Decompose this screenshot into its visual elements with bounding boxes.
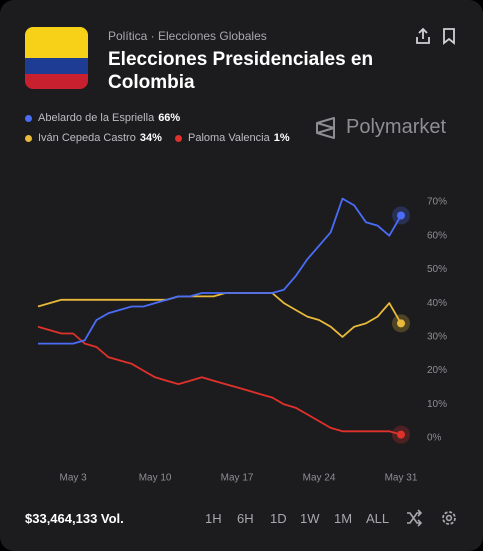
flag — [25, 27, 88, 89]
share-icon[interactable] — [414, 27, 432, 45]
range-button[interactable]: 1M — [334, 511, 353, 526]
y-tick-label: 40% — [427, 298, 447, 309]
brand-icon — [316, 116, 335, 139]
x-tick-label: May 24 — [303, 473, 336, 484]
volume: $33,464,133 Vol. — [25, 511, 124, 526]
end-point — [397, 319, 405, 328]
legend-name: Abelardo de la Espriella — [38, 112, 155, 124]
end-point — [397, 430, 405, 439]
shuffle-icon[interactable] — [405, 509, 423, 527]
range-button[interactable]: ALL — [366, 511, 390, 526]
legend-value: 34% — [139, 132, 162, 144]
brand-name: Polymarket — [346, 116, 447, 138]
y-tick-label: 70% — [427, 197, 447, 208]
brand-logo: Polymarket — [314, 116, 446, 139]
breadcrumb[interactable]: Política · Elecciones Globales — [108, 29, 267, 43]
series-line — [37, 292, 402, 338]
series-line — [38, 197, 402, 345]
x-tick-label: May 10 — [139, 473, 172, 484]
legend-value: 1% — [273, 132, 290, 144]
y-tick-label: 50% — [427, 264, 447, 275]
settings-icon[interactable] — [440, 509, 458, 527]
range-button[interactable]: 1D — [270, 511, 287, 526]
legend-value: 66% — [158, 112, 181, 124]
y-tick-label: 30% — [427, 331, 447, 342]
legend-name: Paloma Valencia — [188, 132, 270, 144]
y-tick-label: 20% — [427, 365, 447, 376]
y-tick-label: 0% — [427, 433, 442, 444]
x-tick-label: May 3 — [60, 473, 88, 484]
end-point — [397, 211, 405, 220]
legend-name: Iván Cepeda Castro — [38, 132, 136, 144]
market-title: Elecciones Presidenciales en Colombia — [108, 49, 374, 93]
range-button[interactable]: 6H — [237, 511, 254, 526]
legend-swatch — [25, 134, 32, 142]
legend-swatch — [25, 114, 32, 122]
range-button[interactable]: 1W — [300, 511, 320, 526]
y-tick-label: 10% — [427, 399, 447, 410]
bookmark-icon[interactable] — [441, 27, 457, 45]
x-tick-label: May 17 — [221, 473, 254, 484]
range-button[interactable]: 1H — [205, 511, 222, 526]
series-line — [37, 325, 402, 436]
legend-item: Paloma Valencia 1% — [175, 132, 290, 144]
legend-item: Iván Cepeda Castro 34% — [25, 132, 162, 144]
x-tick-label: May 31 — [385, 473, 418, 484]
legend-item: Abelardo de la Espriella 66% — [25, 112, 180, 124]
legend-swatch — [175, 134, 182, 142]
y-tick-label: 60% — [427, 230, 447, 241]
